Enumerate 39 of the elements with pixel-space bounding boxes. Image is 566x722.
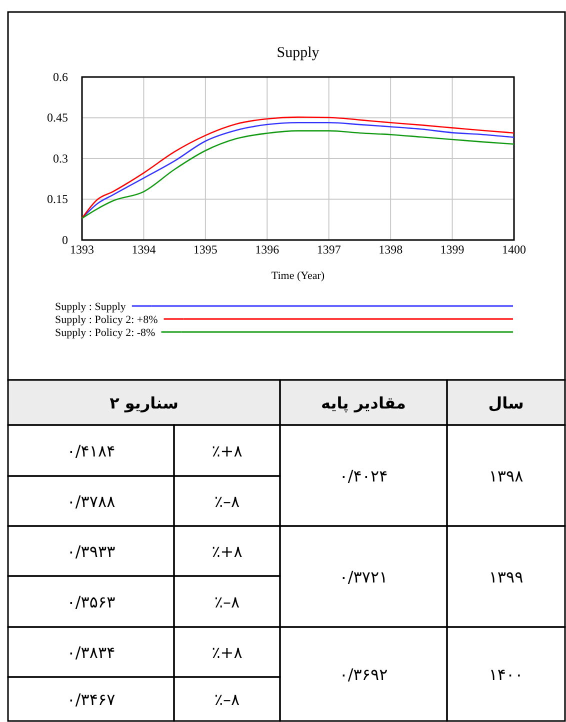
text: ۰/۳۴۶۷ bbox=[66, 690, 116, 709]
text: ۰/۳۷۸۸ bbox=[66, 492, 116, 511]
x-tick-label: 1399 bbox=[440, 242, 464, 257]
text: ۰/۳۶۹۲ bbox=[339, 665, 388, 684]
text: سال bbox=[488, 394, 524, 412]
y-tick-label: 0.15 bbox=[47, 192, 68, 206]
legend-label: Supply : Policy 2: +8% bbox=[55, 314, 158, 326]
text: ۰/۴۰۲۴ bbox=[339, 466, 388, 486]
text: ۰/۳۸۳۴ bbox=[66, 643, 116, 662]
text: ٪+۸ bbox=[212, 442, 243, 460]
x-tick-label: 1400 bbox=[502, 242, 526, 257]
text: ۰/۳۹۳۳ bbox=[66, 542, 116, 561]
text: ۰/۳۷۲۱ bbox=[339, 568, 388, 586]
text: ٪+۸ bbox=[212, 542, 243, 561]
text: سناریو ۲ bbox=[110, 394, 178, 412]
text: ۰/۳۵۶۳ bbox=[66, 592, 116, 612]
x-tick-label: 1395 bbox=[193, 242, 218, 257]
x-tick-label: 1396 bbox=[255, 242, 280, 257]
y-tick-label: 0.6 bbox=[53, 70, 68, 84]
x-tick-label: 1397 bbox=[316, 242, 341, 257]
text: ٪–۸ bbox=[214, 492, 240, 511]
y-tick-label: 0.3 bbox=[53, 151, 68, 166]
text: مقادیر پایه bbox=[321, 394, 406, 412]
x-tick-label: 1394 bbox=[132, 242, 156, 257]
x-tick-label: 1393 bbox=[70, 242, 94, 257]
y-tick-label: 0 bbox=[62, 232, 68, 247]
text: ۱۳۹۸ bbox=[488, 466, 524, 486]
text: ۱۴۰۰ bbox=[488, 665, 524, 684]
text: ٪+۸ bbox=[212, 643, 243, 662]
text: ٪–۸ bbox=[214, 592, 240, 612]
y-tick-label: 0.45 bbox=[47, 110, 68, 125]
text: ٪–۸ bbox=[214, 690, 240, 709]
legend-label: Supply : Supply bbox=[55, 301, 126, 313]
x-tick-label: 1398 bbox=[378, 242, 403, 257]
legend-label: Supply : Policy 2: -8% bbox=[55, 327, 156, 339]
text: ۰/۴۱۸۴ bbox=[66, 442, 116, 460]
text: ۱۳۹۹ bbox=[488, 568, 524, 586]
chart-title: Supply bbox=[276, 45, 320, 61]
x-axis-title: Time (Year) bbox=[271, 270, 325, 282]
